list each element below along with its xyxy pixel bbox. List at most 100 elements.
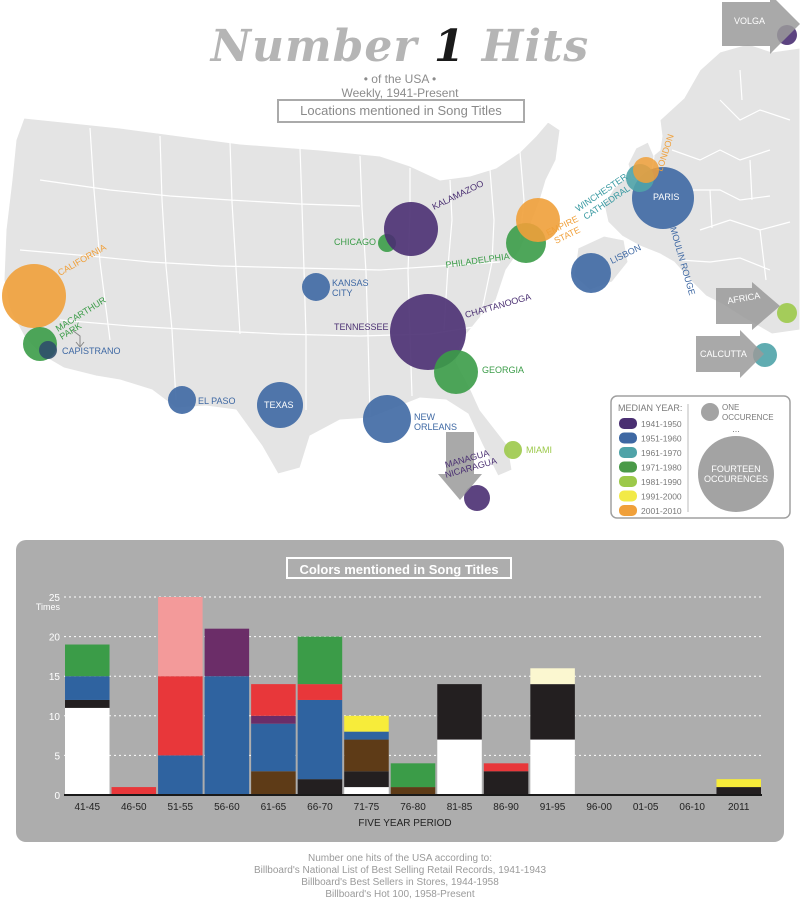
legend-item-label: 1941-1950 [641,419,682,429]
bar-segment-pink [158,597,203,677]
bubble-africa [777,303,797,323]
arrow-africa [716,282,780,330]
bubble-managua [464,485,490,511]
bubble-tennessee [390,294,466,370]
map-section-title: Locations mentioned in Song Titles [277,99,525,123]
label-miami: MIAMI [526,445,552,455]
footer-line1: Number one hits of the USA according to: [308,853,492,864]
y-tick-label: 15 [49,672,61,683]
y-tick-label: 10 [49,712,61,723]
label-kansas1: KANSAS [332,278,369,288]
title-word-hits: Hits [481,21,590,72]
offmap-arrows [71,0,800,500]
legend-fourteen-label2: OCCURENCES [704,474,768,484]
bar-segment-yellow [344,715,389,732]
bar-segment-black [437,684,482,740]
footer-line3: Billboard's Best Sellers in Stores, 1944… [301,877,499,888]
bubble-miami [504,441,522,459]
bar-segment-blue [251,723,296,772]
bubble-el-paso [168,386,196,414]
legend-item-label: 1961-1970 [641,448,682,458]
label-chicago: CHICAGO [334,237,376,247]
bar-segment-cream [530,668,575,685]
label-georgia: GEORGIA [482,365,524,375]
legend-swatch [619,505,637,516]
bar-segment-white [437,739,482,795]
label-new-orleans2: ORLEANS [414,422,457,432]
x-tick-label: 46-50 [121,802,147,813]
bar-segment-red [483,763,529,772]
bar-segment-blue [204,676,250,795]
bar-segment-black [65,699,110,708]
bar-segment-red [158,676,203,756]
label-new-orleans1: NEW [414,412,436,422]
title-word-number: Number [210,21,418,72]
x-axis-label: FIVE YEAR PERIOD [358,818,451,829]
x-tick-label: 2011 [728,802,750,813]
x-tick-label: 71-75 [354,802,380,813]
y-tick-label: 25 [49,593,61,604]
source-footer: Number one hits of the USA according to:… [0,853,800,901]
bar-segment-green [297,636,343,685]
legend-item-label: 1951-1960 [641,434,682,444]
bar-segment-purple [204,628,250,677]
bar-segment-blue [297,699,343,780]
y-tick-label: 20 [49,633,61,644]
legend-item-label: 2001-2010 [641,506,682,516]
x-tick-label: 81-85 [447,802,473,813]
legend-one-label1: ONE [722,403,739,412]
x-tick-label: 06-10 [679,802,705,813]
bar-segment-white [530,739,575,795]
footer-line4: Billboard's Hot 100, 1958-Present [325,889,475,900]
bar-segment-red [111,787,157,795]
label-texas: TEXAS [264,400,294,410]
bubble-georgia [434,350,478,394]
europe-borders [671,69,791,281]
bubble-texas [257,382,303,428]
arrow-volga [722,0,800,54]
bar-segment-blue [65,676,110,700]
map-legend: MEDIAN YEAR: 1941-1950 1951-1960 1961-1970… [610,395,791,519]
bar-segment-blue [158,755,203,795]
legend-swatch [619,490,637,502]
x-tick-label: 41-45 [74,802,100,813]
legend-item-label: 1971-1980 [641,463,682,473]
legend-dots: ... [732,424,740,434]
bar-segment-black [344,771,389,788]
x-tick-label: 96-00 [586,802,612,813]
bubble-empire-state [516,198,560,242]
title-number-one: 1 [433,21,466,72]
bubble-capistrano [39,341,57,359]
bar-segment-blue [344,731,389,740]
label-kansas2: CITY [332,288,353,298]
subtitle-period: Weekly, 1941-Present [341,86,459,100]
x-tick-label: 91-95 [540,802,566,813]
x-tick-label: 61-65 [261,802,287,813]
label-paris: PARIS [653,192,679,202]
chart-title: Colors mentioned in Song Titles [286,557,512,579]
bar-segment-yellow [716,779,761,788]
x-tick-label: 51-55 [168,802,194,813]
bubble-new-orleans [363,395,411,443]
x-tick-label: 86-90 [493,802,519,813]
bar-segment-black [297,779,343,795]
x-tick-label: 56-60 [214,802,240,813]
legend-one-circle [701,403,719,421]
arrow-capistrano [71,329,85,348]
legend-swatch [619,418,637,429]
legend-swatch [619,432,637,444]
subtitle-country: • of the USA • [363,72,437,86]
label-volga: VOLGA [734,16,765,26]
y-axis-label: Times [36,602,61,612]
bar-segment-green [65,644,110,677]
legend-swatch [619,476,637,487]
footer-line2: Billboard's National List of Best Sellin… [253,865,547,876]
x-tick-label: 66-70 [307,802,333,813]
legend-swatch [619,447,637,458]
label-capistrano: CAPISTRANO [62,346,121,356]
bar-segment-black [530,684,575,740]
legend-one-label2: OCCURENCE [722,413,774,422]
label-calcutta: CALCUTTA [700,349,747,359]
bar-segment-brown [344,739,389,772]
